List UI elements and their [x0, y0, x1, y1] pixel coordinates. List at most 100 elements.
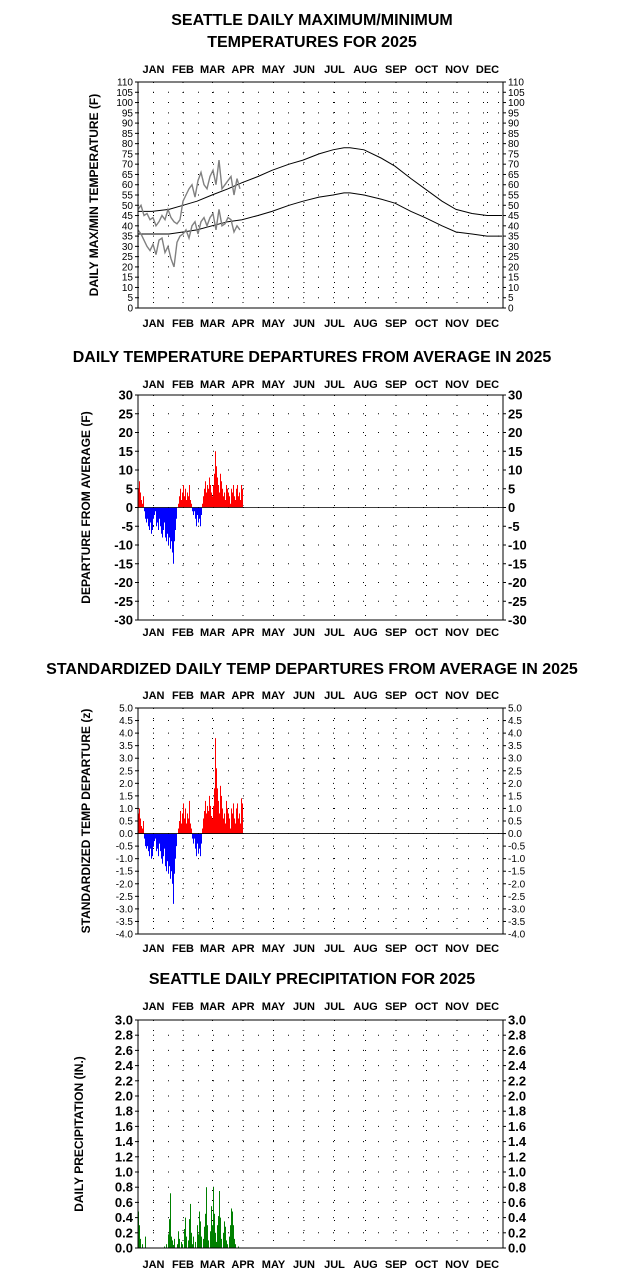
y-tick-label-right: 2.4	[508, 1058, 527, 1073]
bar-day-89	[226, 800, 227, 834]
bar-day-64	[201, 507, 202, 515]
month-label-top: JUL	[324, 1001, 345, 1013]
y-axis-title: STANDARDIZED TEMP DEPARTURE (z)	[79, 709, 93, 934]
bar-day-31	[168, 507, 169, 545]
bar-day-6	[143, 821, 144, 834]
y-tick-label-left: -30	[114, 613, 133, 628]
y-tick-label-right: -15	[508, 556, 527, 571]
series-observed-max	[137, 160, 241, 228]
bar-day-24	[161, 833, 162, 859]
bar-day-24	[161, 507, 162, 534]
bar-day-9	[146, 507, 147, 523]
y-tick-label-left: 0.0	[115, 1241, 133, 1256]
bar-day-26	[163, 507, 164, 530]
chart-title: DAILY TEMPERATURE DEPARTURES FROM AVERAG…	[73, 349, 552, 366]
chart-title: STANDARDIZED DAILY TEMP DEPARTURES FROM …	[46, 661, 578, 678]
bar-day-23	[160, 507, 161, 527]
bar-day-22	[159, 507, 160, 519]
bar-day-57	[194, 833, 195, 839]
month-label-bottom: NOV	[445, 1259, 470, 1271]
month-label-bottom: NOV	[445, 318, 470, 330]
y-tick-label-right: 2.0	[508, 779, 522, 790]
bar-day-105	[242, 488, 243, 508]
y-tick-label-left: -1.5	[116, 867, 134, 878]
bar-day-81	[218, 1216, 219, 1248]
y-tick-label-right: 5.0	[508, 704, 522, 715]
month-label-top: OCT	[415, 64, 439, 76]
bar-day-45	[182, 492, 183, 508]
bar-day-35	[172, 1240, 173, 1248]
month-label-top: MAR	[200, 1001, 225, 1013]
y-tick-label-left: 15	[122, 273, 134, 284]
y-tick-label-left: -2.0	[116, 879, 134, 890]
bar-day-53	[190, 500, 191, 508]
y-tick-label-right: 3.0	[508, 754, 522, 765]
month-label-bottom: JAN	[142, 1259, 164, 1271]
y-tick-label-right: 80	[508, 139, 520, 150]
bar-day-61	[198, 507, 199, 523]
bar-day-33	[170, 507, 171, 549]
bar-day-88	[225, 1226, 226, 1248]
y-tick-label-left: 50	[122, 201, 134, 212]
y-tick-label-right: 4.5	[508, 716, 522, 727]
bar-day-31	[168, 833, 169, 874]
y-tick-label-right: 3.5	[508, 741, 522, 752]
y-tick-label-right: 110	[508, 78, 524, 89]
bar-day-93	[230, 1225, 231, 1248]
bar-day-34	[171, 833, 172, 872]
bar-day-14	[151, 833, 152, 859]
bar-day-63	[200, 1221, 201, 1248]
bar-day-27	[164, 507, 165, 523]
bar-day-25	[162, 507, 163, 538]
bar-day-14	[151, 507, 152, 534]
bar-day-58	[195, 1241, 196, 1248]
y-tick-label-right: -0.5	[508, 842, 526, 853]
bar-day-39	[176, 507, 177, 519]
chart-title: TEMPERATURES FOR 2025	[207, 34, 417, 51]
month-label-bottom: OCT	[415, 1259, 439, 1271]
month-label-bottom: APR	[231, 1259, 254, 1271]
month-label-bottom: JUL	[324, 318, 345, 330]
y-tick-label-left: 2.5	[119, 766, 133, 777]
y-tick-label-right: 10	[508, 283, 520, 294]
bar-day-78	[215, 1232, 216, 1248]
bar-day-68	[205, 1213, 206, 1248]
y-tick-label-right: 1.0	[508, 1165, 526, 1180]
bar-day-36	[173, 833, 174, 904]
bar-day-31	[168, 1234, 169, 1248]
month-label-top: APR	[231, 690, 254, 702]
bar-day-8	[145, 833, 146, 847]
y-tick-label-left: 20	[122, 262, 134, 273]
y-axis-title: DEPARTURE FROM AVERAGE (F)	[79, 411, 93, 603]
y-tick-label-right: 0	[508, 304, 514, 315]
bar-day-80	[217, 477, 218, 508]
bar-day-35	[172, 833, 173, 884]
y-tick-label-right: 90	[508, 119, 520, 130]
y-axis-title: DAILY PRECIPITATION (IN.)	[72, 1056, 86, 1212]
bar-day-5	[142, 828, 143, 834]
bar-day-66	[203, 818, 204, 834]
month-label-top: JUN	[293, 1001, 315, 1013]
bar-day-56	[193, 833, 194, 844]
y-tick-label-left: 30	[119, 388, 133, 403]
bar-day-87	[224, 1221, 225, 1248]
bar-day-4	[141, 826, 142, 834]
bar-day-41	[178, 828, 179, 834]
bar-day-101	[238, 1246, 239, 1248]
bar-day-69	[206, 1187, 207, 1248]
month-label-top: OCT	[415, 379, 439, 391]
y-tick-label-right: 75	[508, 149, 520, 160]
y-tick-label-left: 1.8	[115, 1104, 133, 1119]
month-label-top: OCT	[415, 690, 439, 702]
month-label-bottom: AUG	[353, 627, 377, 639]
bar-day-69	[206, 813, 207, 834]
y-tick-label-left: 80	[122, 139, 134, 150]
series-observed-min	[137, 209, 241, 268]
bar-day-92	[229, 496, 230, 508]
y-tick-label-left: -2.5	[116, 892, 134, 903]
month-label-bottom: MAR	[200, 1259, 225, 1271]
bar-day-41	[178, 503, 179, 508]
month-label-bottom: MAY	[262, 627, 286, 639]
y-tick-label-left: 95	[122, 108, 134, 119]
